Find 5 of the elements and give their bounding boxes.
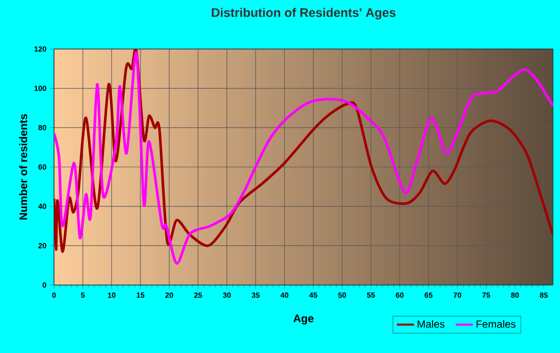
- x-axis-title: Age: [293, 314, 314, 325]
- legend-label: Females: [476, 320, 516, 328]
- y-axis-title: Number of residents: [19, 114, 28, 220]
- chart-title: Distribution of Residents' Ages: [212, 8, 396, 20]
- legend-label: Males: [418, 320, 444, 328]
